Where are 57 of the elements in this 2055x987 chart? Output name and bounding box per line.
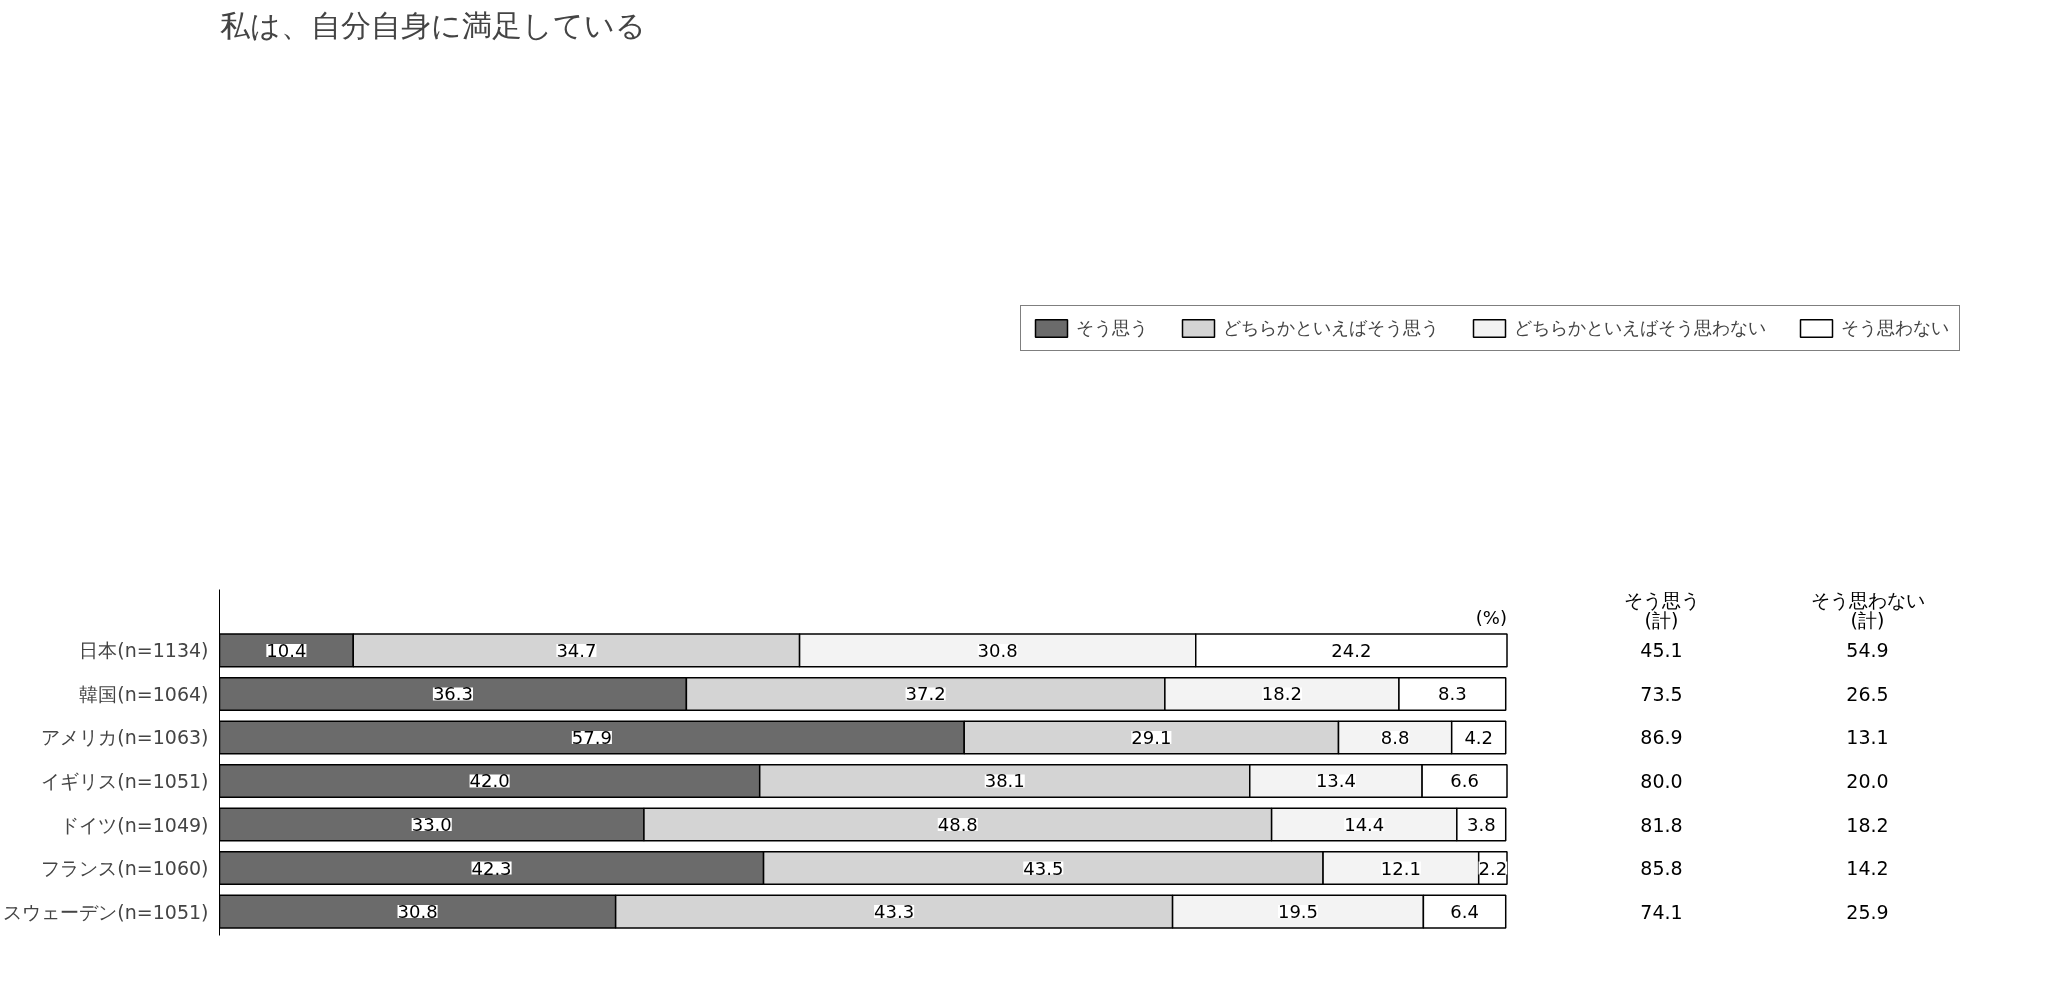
text: 25.9	[1846, 900, 1889, 923]
data-label: 34.7	[556, 639, 597, 661]
data-label: 36.3	[432, 683, 473, 705]
y-tick-label: イギリス(n=1051)	[41, 770, 209, 792]
text: 20.0	[1846, 770, 1889, 792]
legend-label: どちらかといえばそう思わない	[1514, 316, 1766, 340]
data-label: 29.1	[1131, 726, 1172, 748]
text: 85.8	[1640, 857, 1683, 880]
data-label: 30.8	[977, 639, 1018, 661]
legend-label: そう思う	[1076, 316, 1148, 340]
y-tick-label: 韓国(n=1064)	[79, 682, 209, 705]
text: 13.1	[1846, 726, 1889, 749]
data-label: 43.5	[1023, 857, 1064, 879]
legend-label: そう思わない	[1841, 316, 1949, 340]
data-label: 24.2	[1331, 639, 1372, 661]
data-label: 57.9	[571, 726, 612, 748]
text: そう思う (計)	[1623, 589, 1700, 631]
data-label: 42.3	[471, 857, 512, 879]
data-label: 14.4	[1344, 814, 1385, 836]
data-label: 6.4	[1450, 901, 1479, 923]
data-label: 2.2	[1478, 857, 1508, 879]
data-label: 12.1	[1380, 857, 1421, 879]
data-label: 43.3	[874, 901, 915, 923]
data-label: 42.0	[469, 770, 510, 792]
text: 74.1	[1640, 900, 1683, 923]
text: 54.9	[1846, 639, 1889, 662]
data-label: 18.2	[1261, 683, 1302, 705]
legend-label: どちらかといえばそう思う	[1223, 316, 1439, 340]
text: 73.5	[1640, 682, 1683, 705]
text: そう思わない (計)	[1810, 589, 1925, 631]
data-label: 38.1	[984, 770, 1025, 792]
chart-title: 私は、自分自身に満足している	[219, 7, 646, 43]
text: 80.0	[1640, 770, 1683, 792]
data-label: 13.4	[1315, 770, 1356, 792]
data-label: 10.4	[266, 639, 307, 661]
y-tick-label: アメリカ(n=1063)	[41, 726, 209, 749]
y-tick-label: ドイツ(n=1049)	[60, 813, 209, 836]
data-label: 4.2	[1464, 726, 1494, 748]
y-tick-label: 日本(n=1134)	[79, 639, 209, 662]
text: 86.9	[1640, 726, 1683, 749]
data-label: 19.5	[1277, 901, 1319, 923]
text: 45.1	[1640, 639, 1683, 662]
data-label: 33.0	[411, 814, 452, 836]
y-tick-label: フランス(n=1060)	[41, 857, 209, 880]
data-label: 30.8	[397, 901, 438, 923]
text: 81.8	[1640, 813, 1683, 836]
data-label: 8.8	[1380, 726, 1410, 748]
data-label: 37.2	[905, 683, 946, 705]
data-label: 8.3	[1438, 683, 1467, 705]
text: 14.2	[1846, 857, 1889, 880]
data-label: 48.8	[937, 814, 978, 836]
data-label: 3.8	[1466, 814, 1496, 836]
data-label: 6.6	[1450, 770, 1479, 792]
y-tick-label: スウェーデン(n=1051)	[3, 900, 209, 923]
annotation: (%)	[1475, 607, 1508, 629]
text: 18.2	[1846, 813, 1889, 836]
text: 26.5	[1846, 682, 1889, 705]
